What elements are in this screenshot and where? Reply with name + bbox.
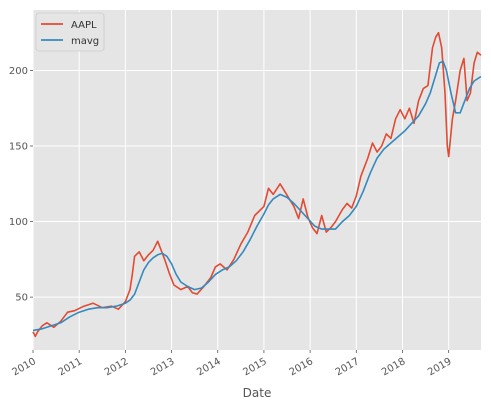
x-tick-label: 2010 <box>10 356 38 378</box>
x-tick-label: 2015 <box>241 356 269 378</box>
y-tick-label: 200 <box>9 66 28 77</box>
legend-label-aapl: AAPL <box>71 20 97 31</box>
x-tick-label: 2014 <box>195 356 223 378</box>
y-tick-label: 100 <box>9 217 28 228</box>
x-tick-label: 2012 <box>103 356 131 378</box>
x-axis: 2010 2011 2012 2013 2014 2015 2016 2017 2018 2019 <box>10 350 454 378</box>
grid <box>32 10 481 350</box>
x-tick-label: 2019 <box>426 356 454 378</box>
x-axis-title: Date <box>243 386 272 400</box>
y-axis: 50 100 150 200 <box>9 66 33 304</box>
legend-label-mavg: mavg <box>71 36 99 47</box>
series-lines <box>32 31 482 338</box>
y-tick-label: 50 <box>15 293 28 304</box>
legend-box <box>35 12 105 52</box>
series-line-mavg <box>32 60 482 332</box>
x-tick-label: 2018 <box>380 356 408 378</box>
x-tick-label: 2017 <box>334 356 362 378</box>
y-tick-label: 150 <box>9 142 28 153</box>
x-tick-label: 2013 <box>149 356 177 378</box>
series-line-aapl <box>32 31 482 338</box>
plot-background <box>33 10 481 350</box>
x-tick-label: 2016 <box>288 356 316 378</box>
x-tick-label: 2011 <box>57 356 85 378</box>
legend: AAPL mavg <box>35 12 105 52</box>
